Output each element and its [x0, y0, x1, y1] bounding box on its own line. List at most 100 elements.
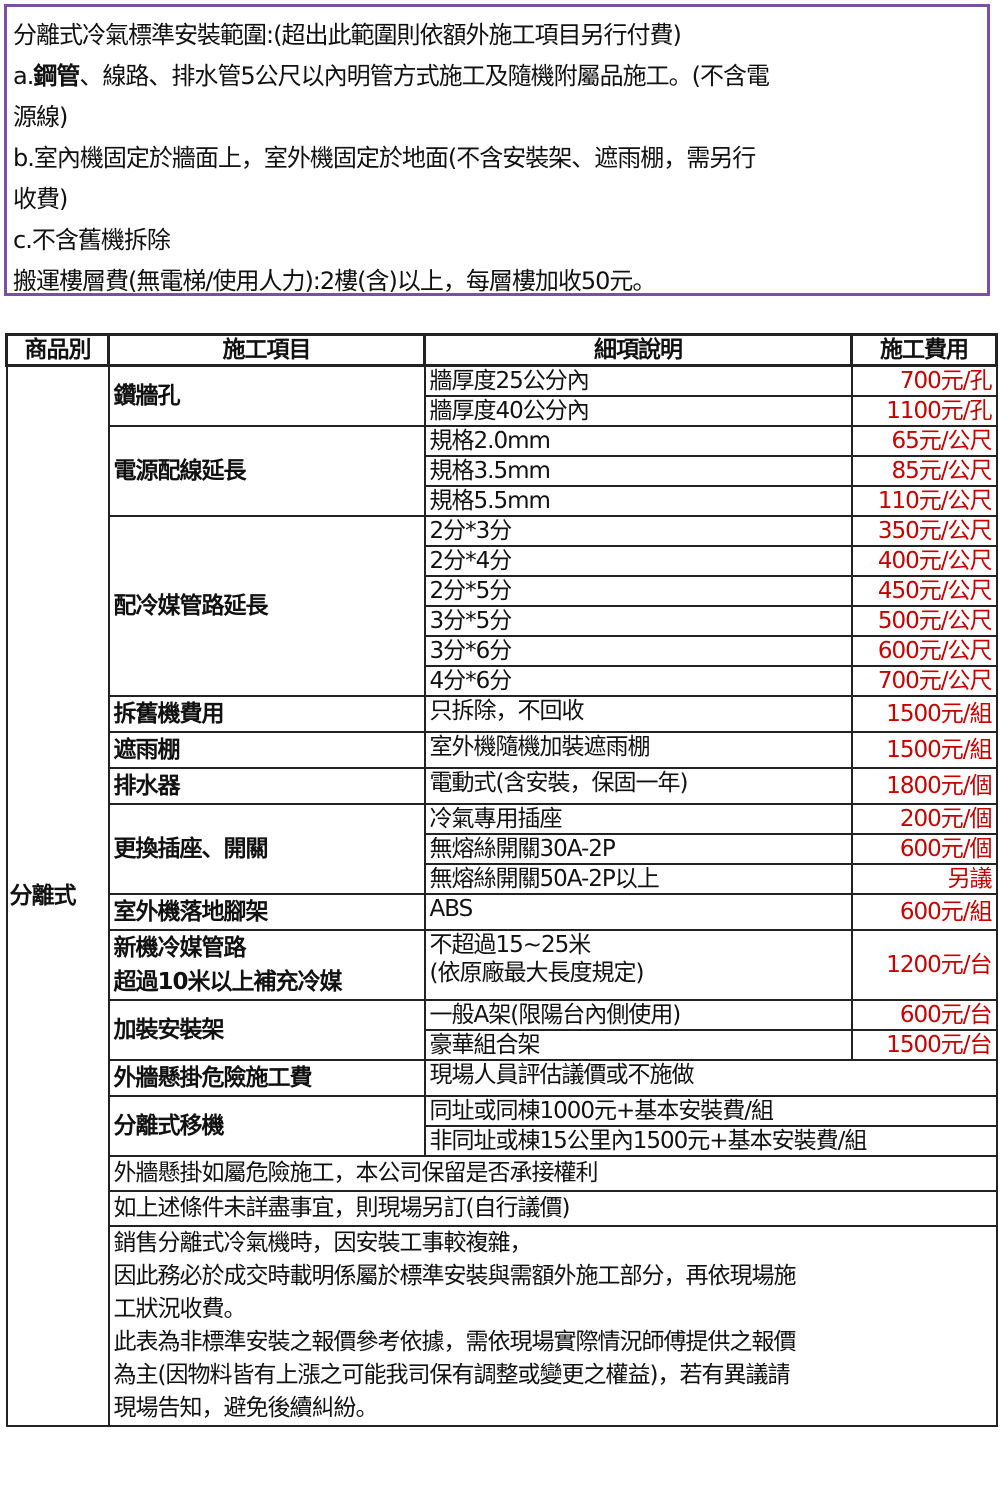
detail-cell: 3分*6分 [423, 635, 853, 667]
fee-cell: 110元/公尺 [850, 485, 998, 517]
detail-cell: 現場人員評估議價或不施做 [423, 1059, 998, 1097]
item-cell: 加裝安裝架 [107, 999, 426, 1061]
table-row: 電源配線延長 規格2.0mm 65元/公尺 [7, 425, 998, 517]
fee-cell: 350元/公尺 [850, 515, 998, 547]
item-cell: 外牆懸掛危險施工費 [107, 1059, 426, 1097]
standard-installation-scope: 分離式冷氣標準安裝範圍:(超出此範圍則依額外施工項目另行付費) a.鋼管、線路、… [4, 4, 990, 296]
item-cell: 更換插座、開關 [107, 803, 426, 895]
table-row: 室外機落地腳架 ABS 600元/組 [7, 893, 998, 931]
detail-cell: 牆厚度40公分內 [423, 395, 853, 427]
note-cell: 銷售分離式冷氣機時，因安裝工事較複雜， 因此務必於成交時載明係屬於標準安裝與需額… [107, 1225, 998, 1427]
detail-cell: 2分*5分 [423, 575, 853, 607]
scope-item-b-cont: 收費) [13, 185, 68, 213]
table-row: 3分*5分 500元/公尺 [7, 605, 998, 637]
fee-cell: 另議 [850, 863, 998, 895]
fee-cell: 1200元/台 [850, 929, 998, 1001]
scope-title: 分離式冷氣標準安裝範圍:(超出此範圍則依額外施工項目另行付費) [13, 21, 682, 49]
detail-cell: 不超過15~25米 (依原廠最大長度規定) [423, 929, 853, 1001]
item-cell: 分離式移機 [107, 1095, 426, 1157]
fee-cell: 400元/公尺 [850, 545, 998, 577]
scope-item-a-prefix: a. [13, 62, 34, 90]
detail-cell: 只拆除，不回收 [423, 695, 853, 733]
table-row: 遮雨棚 室外機隨機加裝遮雨棚 1500元/組 [7, 731, 998, 769]
detail-cell: 規格3.5mm [423, 455, 853, 487]
detail-cell: 2分*3分 [423, 515, 853, 547]
table-row: 加裝安裝架 一般A架(限陽台內側使用) 600元/台 [7, 999, 998, 1061]
detail-cell: 無熔絲開關30A-2P [423, 833, 853, 865]
detail-cell: 規格5.5mm [423, 485, 853, 517]
note-row: 外牆懸掛如屬危險施工，本公司保留是否承接權利 [7, 1155, 998, 1192]
detail-cell: 室外機隨機加裝遮雨棚 [423, 731, 853, 769]
table-row: 分離式 鑽牆孔 牆厚度25公分內 700元/孔 [5, 364, 998, 1427]
header-detail: 細項說明 [423, 333, 853, 367]
table-row: 3分*6分 600元/公尺 [7, 635, 998, 667]
note-row: 如上述條件未詳盡事宜，則現場另訂(自行議價) [7, 1190, 998, 1227]
fee-cell: 85元/公尺 [850, 455, 998, 487]
fee-cell: 600元/組 [850, 893, 998, 931]
extra-fee-table: 商品別 施工項目 細項說明 施工費用 分離式 鑽牆孔 牆厚度25公分內 700元/孔牆… [5, 333, 998, 1427]
detail-cell: 豪華組合架 [423, 1029, 853, 1061]
detail-cell: 牆厚度25公分內 [423, 364, 853, 397]
fee-cell: 1100元/孔 [850, 395, 998, 427]
table-row: 無熔絲開關50A-2P以上 另議 [7, 863, 998, 895]
fee-cell: 700元/孔 [850, 364, 998, 397]
floor-carry-fee: 搬運樓層費(無電梯/使用人力):2樓(含)以上，每層樓加收50元。 [13, 267, 656, 295]
table-row: 配冷媒管路延長 2分*3分 350元/公尺 [7, 515, 998, 697]
scope-item-a: a.鋼管、線路、排水管5公尺以內明管方式施工及隨機附屬品施工。(不含電 [13, 56, 987, 97]
scope-item-a-text: 、線路、排水管5公尺以內明管方式施工及隨機附屬品施工。(不含電 [79, 62, 770, 90]
scope-item-c: c.不含舊機拆除 [13, 226, 171, 254]
item-cell: 室外機落地腳架 [107, 893, 426, 931]
header-fee: 施工費用 [850, 333, 998, 367]
table-row: 非同址或棟15公里內1500元+基本安裝費/組 [7, 1125, 998, 1157]
table-row: 牆厚度40公分內 1100元/孔 [7, 395, 998, 427]
table-row: 規格5.5mm 110元/公尺 [7, 485, 998, 517]
detail-cell: 一般A架(限陽台內側使用) [423, 999, 853, 1031]
scope-item-b: b.室內機固定於牆面上，室外機固定於地面(不含安裝架、遮雨棚，需另行 [13, 144, 756, 172]
fee-cell: 500元/公尺 [850, 605, 998, 637]
detail-cell: ABS [423, 893, 853, 931]
note-cell: 如上述條件未詳盡事宜，則現場另訂(自行議價) [107, 1190, 998, 1227]
detail-cell: 冷氣專用插座 [423, 803, 853, 835]
detail-cell: 2分*4分 [423, 545, 853, 577]
table-row: 豪華組合架 1500元/台 [7, 1029, 998, 1061]
category-cell: 分離式 [5, 364, 110, 1427]
detail-cell: 規格2.0mm [423, 425, 853, 457]
fee-cell: 65元/公尺 [850, 425, 998, 457]
table-row: 4分*6分 700元/公尺 [7, 665, 998, 697]
fee-cell: 1500元/組 [850, 695, 998, 733]
detail-cell: 同址或同棟1000元+基本安裝費/組 [423, 1095, 998, 1127]
fee-cell: 1500元/台 [850, 1029, 998, 1061]
fee-cell: 600元/個 [850, 833, 998, 865]
note-cell: 外牆懸掛如屬危險施工，本公司保留是否承接權利 [107, 1155, 998, 1192]
item-cell: 電源配線延長 [107, 425, 426, 517]
table-row: 2分*4分 400元/公尺 [7, 545, 998, 577]
item-cell: 新機冷媒管路 超過10米以上補充冷媒 [107, 929, 426, 1001]
table-row: 外牆懸掛危險施工費 現場人員評估議價或不施做 [7, 1059, 998, 1097]
item-cell: 遮雨棚 [107, 731, 426, 769]
header-item: 施工項目 [107, 333, 426, 367]
note-row: 銷售分離式冷氣機時，因安裝工事較複雜， 因此務必於成交時載明係屬於標準安裝與需額… [7, 1225, 998, 1427]
table-row: 2分*5分 450元/公尺 [7, 575, 998, 607]
detail-cell: 無熔絲開關50A-2P以上 [423, 863, 853, 895]
detail-cell: 非同址或棟15公里內1500元+基本安裝費/組 [423, 1125, 998, 1157]
fee-cell: 600元/台 [850, 999, 998, 1031]
scope-item-a-bold: 鋼管 [33, 62, 80, 90]
item-cell: 拆舊機費用 [107, 695, 426, 733]
fee-cell: 1500元/組 [850, 731, 998, 769]
table-row: 新機冷媒管路 超過10米以上補充冷媒 不超過15~25米 (依原廠最大長度規定) 1… [7, 929, 998, 1001]
item-cell: 鑽牆孔 [107, 364, 426, 427]
detail-cell: 4分*6分 [423, 665, 853, 697]
fee-cell: 450元/公尺 [850, 575, 998, 607]
table-row: 排水器 電動式(含安裝，保固一年) 1800元/個 [7, 767, 998, 805]
item-cell: 排水器 [107, 767, 426, 805]
table-header: 商品別 施工項目 細項說明 施工費用 [5, 333, 998, 367]
fee-cell: 1800元/個 [850, 767, 998, 805]
fee-cell: 200元/個 [850, 803, 998, 835]
detail-cell: 3分*5分 [423, 605, 853, 637]
table-row: 更換插座、開關 冷氣專用插座 200元/個 [7, 803, 998, 895]
detail-cell: 電動式(含安裝，保固一年) [423, 767, 853, 805]
table-row: 規格3.5mm 85元/公尺 [7, 455, 998, 487]
fee-cell: 600元/公尺 [850, 635, 998, 667]
table-row: 分離式移機 同址或同棟1000元+基本安裝費/組 [7, 1095, 998, 1157]
header-category: 商品別 [5, 333, 110, 367]
